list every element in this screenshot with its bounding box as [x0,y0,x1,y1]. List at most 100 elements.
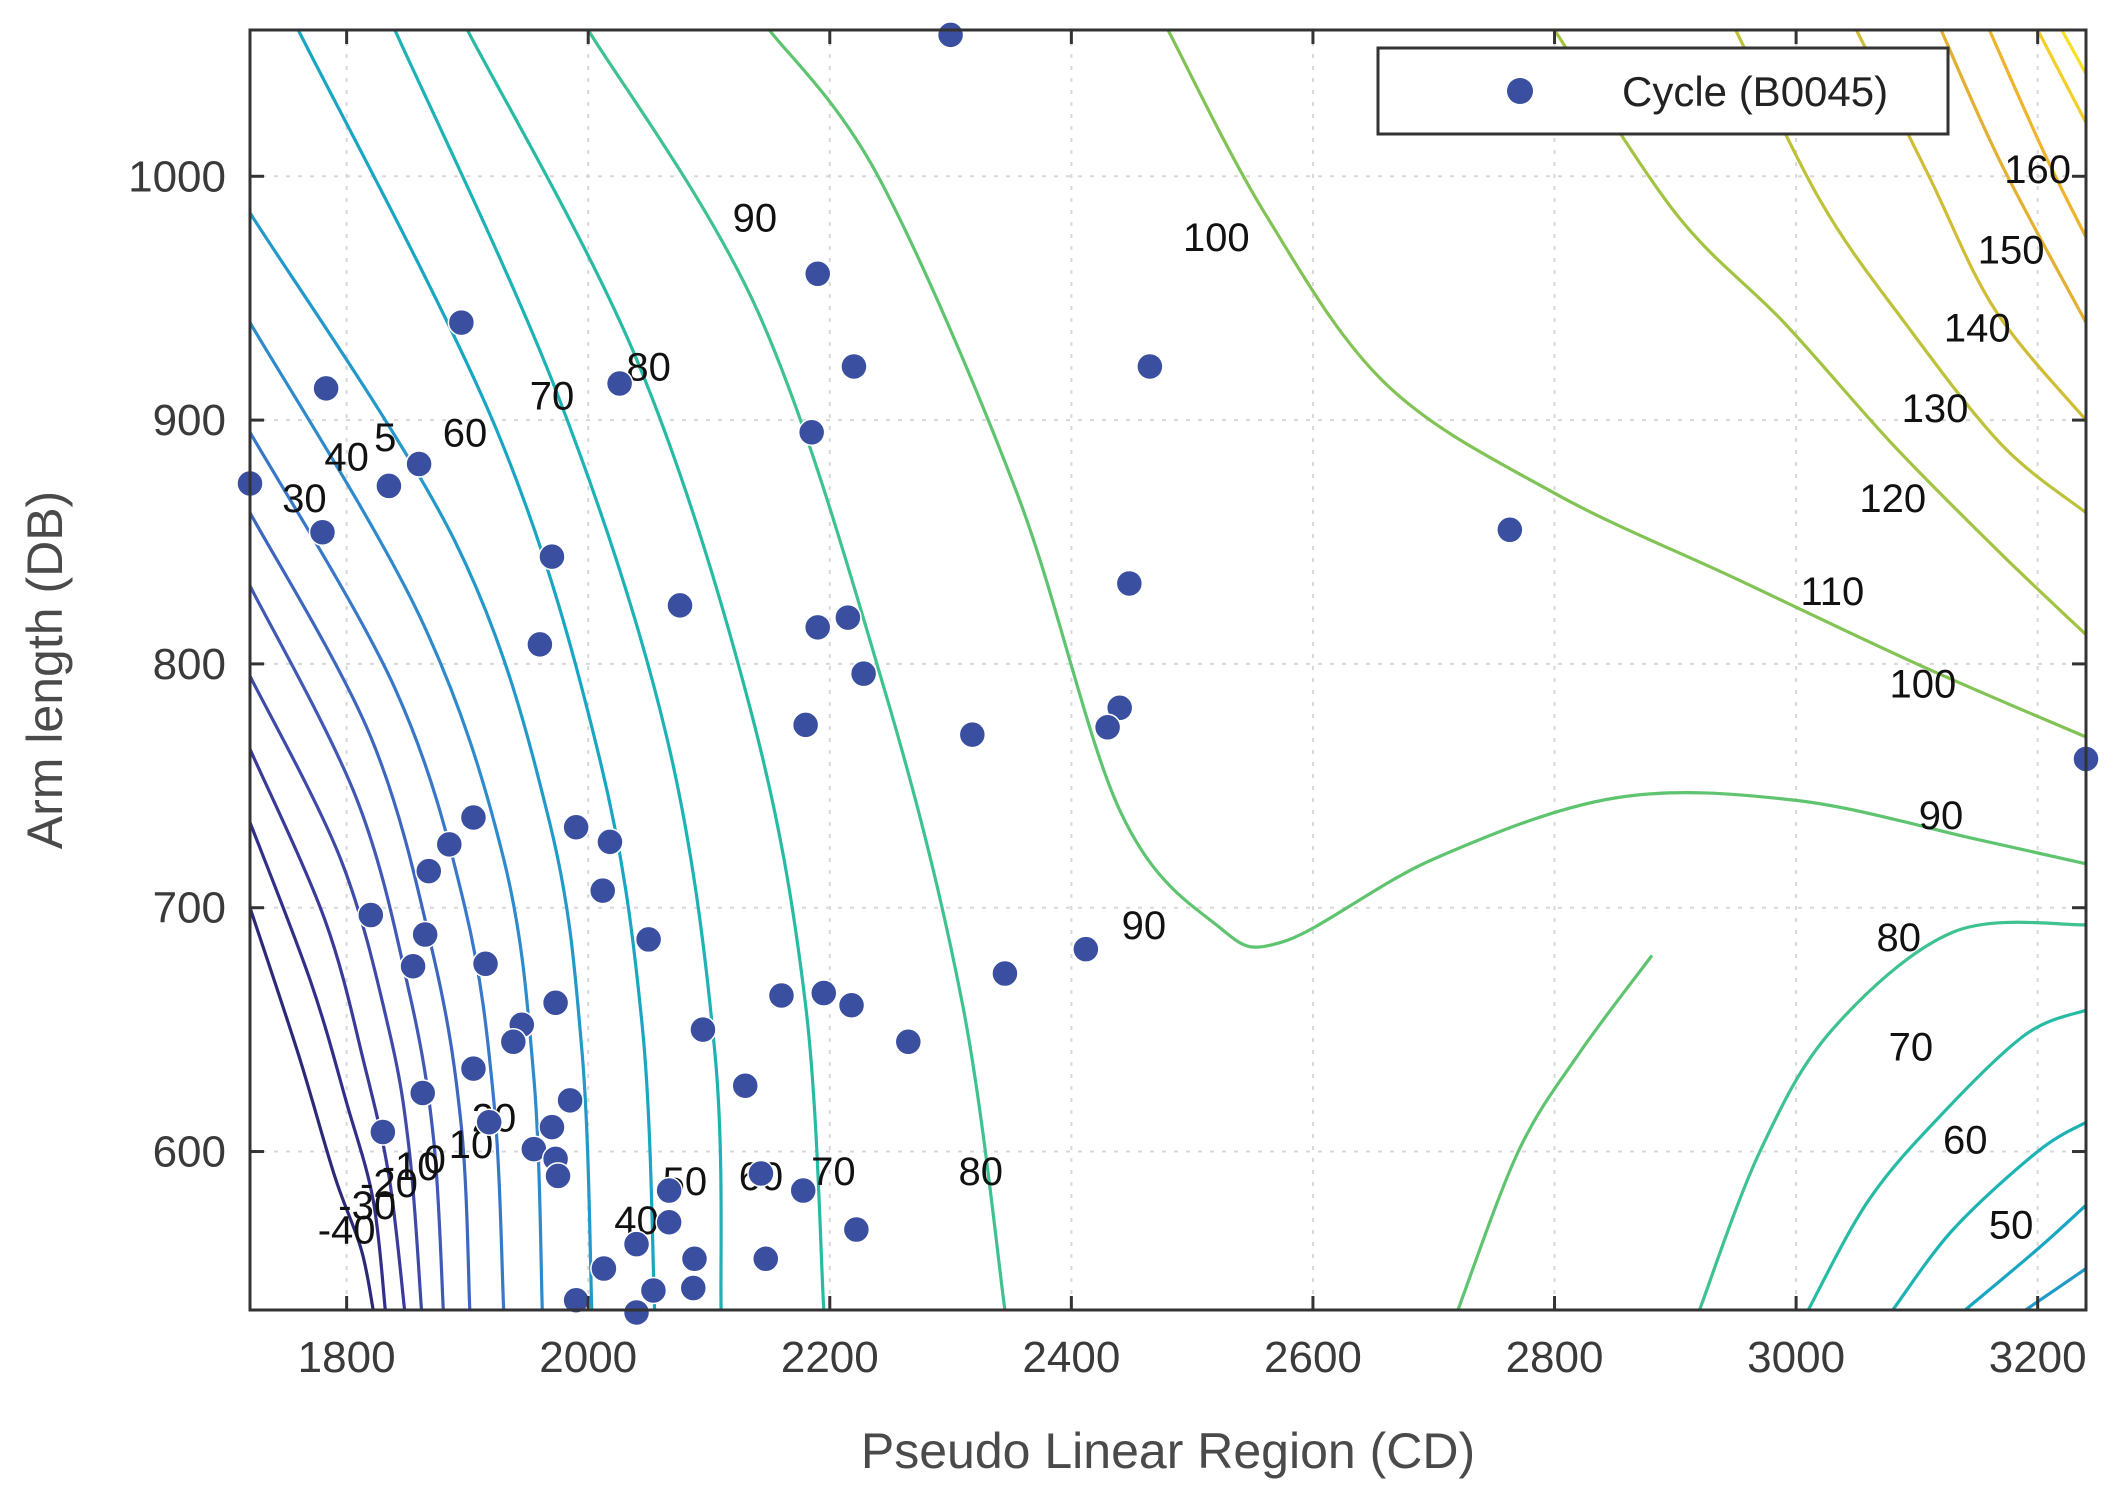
data-point [1136,352,1164,381]
data-point [312,374,340,403]
contour-label: 100 [1183,216,1250,260]
data-point [634,925,663,954]
contour-label: 110 [1800,570,1864,614]
legend-label: Cycle (B0045) [1622,68,1888,115]
plot-frame [248,28,2088,1312]
contour-label: -40 [318,1209,376,1253]
data-point [991,959,1019,988]
data-point [803,613,832,642]
data-point [399,952,427,980]
data-point [544,1162,572,1190]
data-point [639,1276,668,1305]
x-tick-label: 1800 [298,1333,396,1382]
contour-label: 70 [530,375,575,419]
data-point [1496,516,1524,544]
data-point [666,591,694,620]
contour-label: 50 [1989,1204,2034,1248]
data-point [411,920,439,949]
data-point [405,450,433,478]
data-point [655,1176,683,1205]
contour-line [1806,1008,2086,1310]
contour-label: -10 [382,1145,440,1189]
contour-label: 160 [2004,148,2071,192]
contour-lines [250,30,2086,1310]
data-point [499,1028,528,1056]
data-point [752,1245,780,1273]
x-tick-label: 3200 [1989,1333,2087,1382]
contour-line [2036,30,2086,125]
data-point [526,630,554,659]
y-tick-label: 1000 [128,152,226,201]
data-point [936,21,965,49]
data-point [357,901,385,929]
data-point [605,369,634,398]
contour-label: -30 [338,1184,396,1228]
data-point [590,1254,618,1283]
legend: Cycle (B0045) [1376,46,1950,136]
data-point [415,857,443,885]
data-point [1093,713,1122,742]
data-point [840,352,868,381]
data-point [369,1118,397,1146]
contour-line [1456,954,1653,1310]
data-point [679,1274,708,1302]
data-point [475,1108,503,1137]
data-point [1072,935,1100,963]
contour-line [250,584,445,1310]
contour-label: 70 [811,1150,856,1194]
contour-label: 140 [1944,306,2011,350]
data-point [459,1054,488,1083]
x-tick-label: 2600 [1264,1333,1362,1382]
data-point [308,518,337,546]
contour-line [1939,30,2086,325]
contour-label: 80 [959,1150,1004,1194]
contour-line [767,30,2086,949]
data-point [375,472,403,500]
data-point [797,418,826,447]
contour-label: 90 [733,197,778,241]
contour-label: 100 [1890,662,1957,706]
contour-label: 60 [1943,1118,1988,1162]
data-point [622,1298,651,1327]
contour-label: 90 [1122,904,1167,948]
data-point [471,950,500,978]
contour-line [1552,30,2086,637]
data-point [803,260,832,288]
data-point [958,720,987,749]
data-point [680,1245,709,1273]
contour-line [1166,30,2086,739]
contour-line [250,747,407,1310]
legend-box [1376,46,1950,136]
data-point [541,989,570,1017]
data-point [622,1230,651,1258]
axis-ticks: 1800 2000 2200 2400 2600 2800 3000 320060070080… [128,30,2087,1382]
contour-label: -20 [360,1162,418,1206]
scatter-points [236,21,2100,1327]
y-tick-label: 600 [153,1128,226,1177]
contour-label: 150 [1978,228,2045,272]
contour-label: 80 [1877,916,1922,960]
contour-line [296,30,657,1310]
contour-label: 40 [324,436,369,480]
y-axis-title: Arm length (DB) [17,491,73,849]
contour-line [250,430,506,1310]
data-point [538,1113,566,1141]
contour-line [1963,1203,2086,1310]
x-axis-title: Pseudo Linear Region (CD) [861,1423,1475,1479]
x-tick-label: 2200 [781,1333,879,1382]
y-tick-label: 700 [153,884,226,933]
data-point [435,830,464,859]
contour-line [1987,30,2086,239]
contour-label: 5 [374,416,396,460]
contour-label: 120 [1859,477,1926,521]
data-point [655,1208,683,1236]
x-tick-label: 2000 [539,1333,637,1382]
data-point [562,813,590,842]
contour-line [1891,1120,2086,1310]
contour-line [250,211,594,1310]
data-point [894,1028,923,1056]
contour-label: 0 [424,1138,446,1182]
